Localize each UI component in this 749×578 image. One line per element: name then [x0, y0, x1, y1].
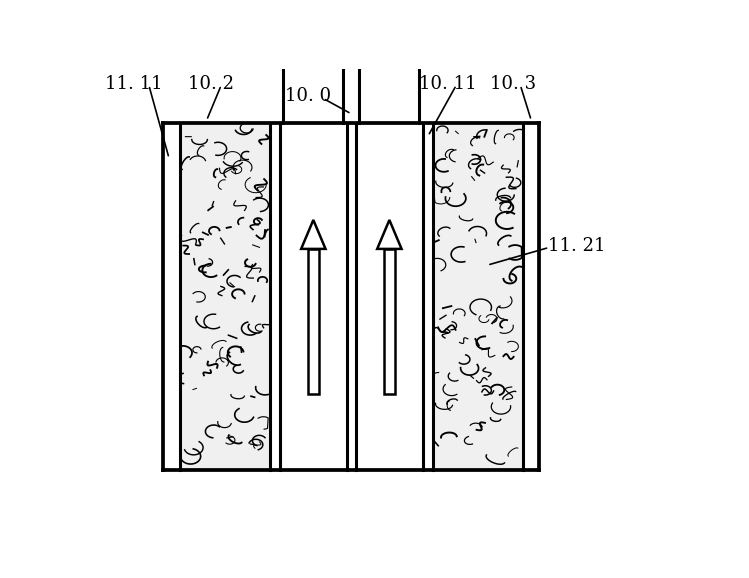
- Polygon shape: [301, 220, 326, 249]
- Text: 11. 21: 11. 21: [548, 237, 605, 255]
- Bar: [347, 123, 356, 470]
- Text: 10. 0: 10. 0: [285, 87, 331, 105]
- Bar: [180, 123, 270, 470]
- Bar: [356, 123, 422, 470]
- Bar: [280, 123, 347, 470]
- Bar: [308, 249, 319, 394]
- Bar: [433, 123, 523, 470]
- Text: 11. 11: 11. 11: [105, 75, 163, 92]
- Text: 10. 2: 10. 2: [188, 75, 234, 92]
- Polygon shape: [377, 220, 401, 249]
- Text: 10. 11: 10. 11: [419, 75, 476, 92]
- Bar: [383, 249, 395, 394]
- Text: 10. 3: 10. 3: [490, 75, 536, 92]
